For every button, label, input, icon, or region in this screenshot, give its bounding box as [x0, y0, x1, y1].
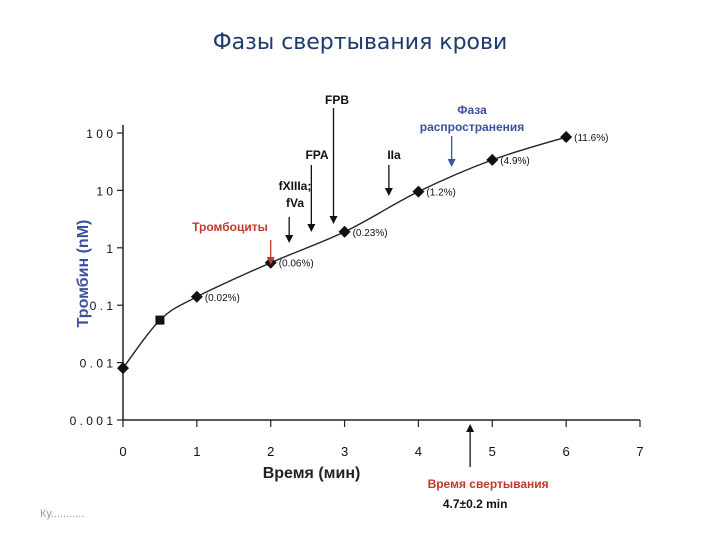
- data-point-diamond: [412, 185, 425, 198]
- y-tick-label: 1 0: [96, 184, 113, 198]
- annotation-arrow-head: [384, 188, 393, 196]
- data-point-diamond: [190, 290, 203, 303]
- data-label: (0.02%): [205, 293, 240, 304]
- data-point-diamond: [338, 225, 351, 238]
- data-point-diamond: [486, 153, 499, 166]
- x-tick-label: 7: [636, 444, 643, 459]
- clotting-time-label: Время свертывания: [428, 477, 549, 491]
- x-tick-label: 2: [267, 444, 274, 459]
- clotting-time-value: 4.7±0.2 min: [443, 497, 508, 511]
- data-label: (0.23%): [353, 228, 388, 239]
- x-tick-label: 0: [119, 444, 126, 459]
- annotation-arrow-head: [285, 235, 294, 243]
- annotation-label: IIa: [387, 148, 401, 162]
- x-tick-label: 4: [415, 444, 422, 459]
- annotation-arrow-head: [329, 216, 338, 224]
- annotation-arrow-head: [266, 257, 275, 265]
- page-title: Фазы свертывания крови: [212, 30, 508, 55]
- y-tick-label: 0 . 0 1: [80, 357, 114, 371]
- data-point-diamond: [560, 131, 573, 144]
- annotation-label: fVa: [286, 196, 304, 210]
- y-tick-label: 0 . 1: [90, 299, 114, 313]
- y-tick-label: 0 . 0 0 1: [70, 414, 114, 428]
- data-label: (1.2%): [426, 188, 455, 199]
- clotting-arrow-head: [466, 424, 475, 432]
- x-tick-label: 5: [489, 444, 496, 459]
- y-tick-label: 1: [106, 242, 113, 256]
- annotation-label: fXIIIa;: [279, 179, 312, 193]
- annotation-label: FPB: [325, 93, 349, 107]
- x-tick-label: 3: [341, 444, 348, 459]
- footer-text: Ку...........: [40, 508, 85, 520]
- y-axis-label: Тромбин (nM): [75, 220, 92, 328]
- data-point-square: [155, 315, 165, 325]
- annotation-label: Фаза: [457, 103, 487, 117]
- data-label: (11.6%): [574, 133, 608, 144]
- annotation-label: FPA: [305, 148, 328, 162]
- x-tick-label: 1: [193, 444, 200, 459]
- annotation-label: Тромбоциты: [192, 220, 268, 234]
- y-tick-label: 1 0 0: [86, 127, 113, 141]
- data-point-diamond: [117, 362, 129, 375]
- data-label: (4.9%): [500, 156, 529, 167]
- annotation-arrow-head: [307, 224, 316, 232]
- data-label: (0.06%): [279, 259, 314, 270]
- annotation-arrow-head: [447, 159, 456, 167]
- x-tick-label: 6: [563, 444, 570, 459]
- x-axis-label: Время (мин): [263, 465, 361, 482]
- annotation-label: распространения: [420, 120, 525, 134]
- fit-curve: [122, 136, 567, 369]
